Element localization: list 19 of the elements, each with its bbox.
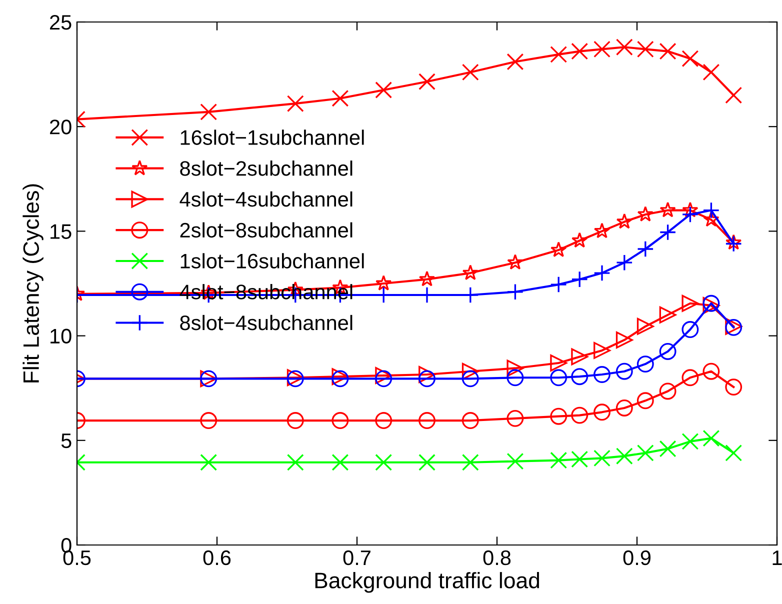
- y-tick-label: 20: [50, 120, 72, 134]
- y-tick-label: 10: [50, 328, 72, 344]
- x-tick-label: 1: [772, 550, 782, 565]
- legend-label: 4slot−4subchannel: [180, 191, 352, 207]
- legend-label: 2slot−8subchannel: [180, 222, 352, 238]
- x-tick-label: 0.9: [623, 550, 650, 566]
- y-axis-title: Flit Latency (Cycles): [22, 184, 44, 382]
- x-tick-label: 0.6: [203, 550, 231, 566]
- legend-label: 1slot−16subchannel: [180, 253, 364, 268]
- legend-label: 8slot−4subchannel: [180, 314, 352, 330]
- legend-label: 8slot−2subchannel: [180, 160, 352, 176]
- x-axis-title: Background traffic load: [315, 572, 540, 593]
- y-tick-label: 15: [50, 224, 72, 239]
- legend-label: 4slot−8subchannel: [180, 284, 352, 300]
- legend-label: 16slot−1subchannel: [180, 130, 364, 145]
- y-tick-label: 25: [50, 15, 72, 30]
- x-tick-label: 0.8: [483, 550, 511, 566]
- y-tick-label: 5: [61, 434, 72, 448]
- x-tick-label: 0.7: [343, 550, 370, 566]
